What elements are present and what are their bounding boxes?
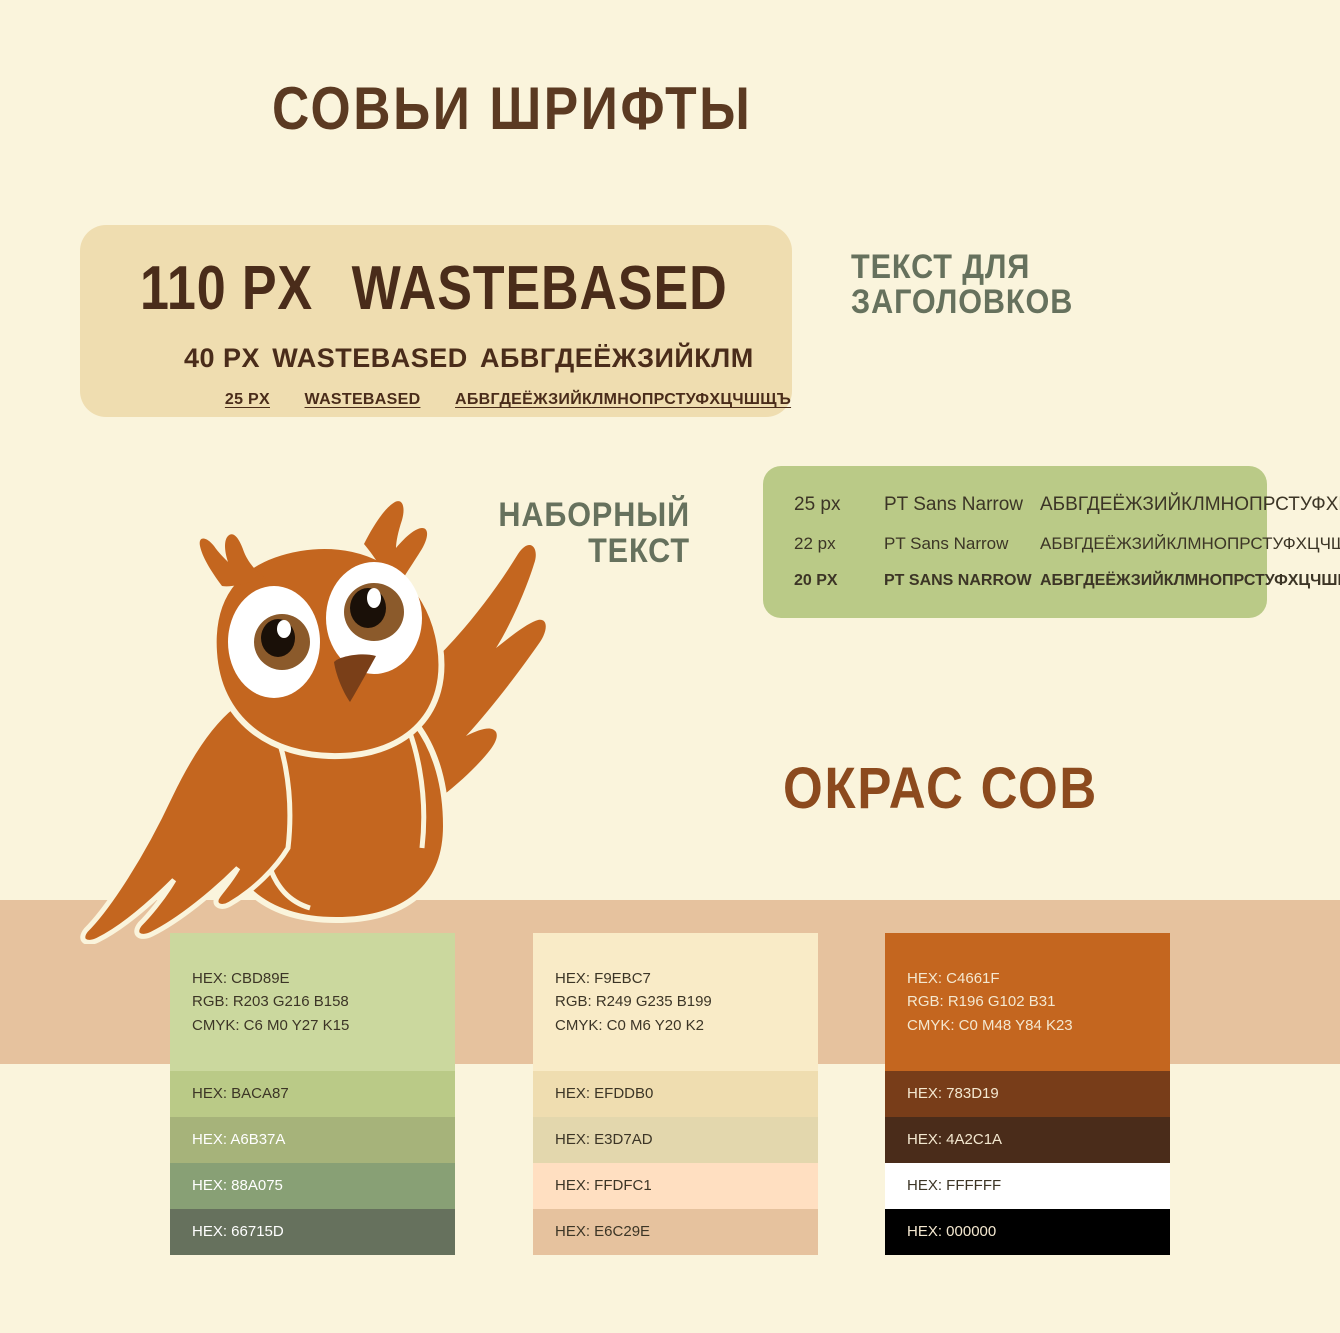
swatch-shade: HEX: FFFFFF <box>885 1163 1170 1209</box>
owl-right-ear-tuft <box>364 501 428 592</box>
body-font-name-22: PT Sans Narrow <box>884 534 1009 553</box>
swatch-hex: HEX: BACA87 <box>192 1085 289 1103</box>
swatch-hex: HEX: E3D7AD <box>555 1131 653 1149</box>
swatch-shade: HEX: EFDDB0 <box>533 1071 818 1117</box>
body-font-name-25: PT Sans Narrow <box>884 494 1024 515</box>
swatch-shade: HEX: 88A075 <box>170 1163 455 1209</box>
palette-column-cream: HEX: F9EBC7 RGB: R249 G235 B199 CMYK: C0… <box>533 933 818 1255</box>
palette-column-green: HEX: CBD89E RGB: R203 G216 B158 CMYK: C6… <box>170 933 455 1255</box>
headline-caption-line1: ТЕКСТ ДЛЯ <box>851 248 1031 286</box>
body-caption-line1: НАБОРНЫЙ <box>498 496 690 534</box>
body-font-alphabet-20: АБВГДЕЁЖЗИЙКЛМНОПРСТУФХЦЧШЩЪЫЭЮ <box>1040 572 1340 589</box>
swatch-hex: HEX: 000000 <box>907 1223 997 1241</box>
owl-left-wing <box>80 691 293 944</box>
display-font-name-25: WASTEBASED <box>304 391 421 408</box>
swatch-hex: HEX: FFDFC1 <box>555 1177 652 1195</box>
swatch-hex: HEX: E6C29E <box>555 1223 651 1241</box>
body-font-name-20: PT SANS NARROW <box>884 572 1032 589</box>
display-font-panel: 110 PX WASTEBASED 40 PX WASTEBASED АБВГД… <box>80 225 792 417</box>
swatch-hex: HEX: 4A2C1A <box>907 1131 1003 1149</box>
swatch-hex: HEX: EFDDB0 <box>555 1085 654 1103</box>
swatch-hex: HEX: 88A075 <box>192 1177 283 1195</box>
swatch-shade: HEX: FFDFC1 <box>533 1163 818 1209</box>
body-text-caption: НАБОРНЫЙ ТЕКСТ <box>447 496 690 570</box>
display-font-size-25: 25 PX <box>224 391 270 408</box>
swatch-cmyk: CMYK: C0 M6 Y20 K2 <box>555 1016 704 1034</box>
swatch-shade: HEX: BACA87 <box>170 1071 455 1117</box>
swatch-hex: HEX: F9EBC7 <box>555 970 651 988</box>
headline-caption: ТЕКСТ ДЛЯ ЗАГОЛОВКОВ <box>851 248 1074 322</box>
swatch-shade: HEX: 000000 <box>885 1209 1170 1255</box>
swatch-main: HEX: CBD89E RGB: R203 G216 B158 CMYK: C6… <box>170 933 455 1071</box>
display-font-row-25: 25 PX WASTEBASED АБВГДЕЁЖЗИЙКЛМНОПРСТУФХ… <box>80 391 792 409</box>
swatch-rgb: RGB: R196 G102 B31 <box>907 993 1056 1011</box>
display-font-size-110: 110 PX <box>140 254 314 323</box>
display-font-row-40: 40 PX WASTEBASED АБВГДЕЁЖЗИЙКЛМ <box>80 343 754 374</box>
display-font-name-40: WASTEBASED <box>272 343 468 373</box>
swatch-hex: HEX: 783D19 <box>907 1085 999 1103</box>
swatch-shade: HEX: 66715D <box>170 1209 455 1255</box>
color-palette: HEX: CBD89E RGB: R203 G216 B158 CMYK: C6… <box>0 933 1340 1255</box>
swatch-hex: HEX: CBD89E <box>192 970 290 988</box>
display-font-name-110: WASTEBASED <box>351 254 728 323</box>
swatch-shade: HEX: A6B37A <box>170 1117 455 1163</box>
owl-left-ear-tuft <box>199 534 266 587</box>
swatch-rgb: RGB: R203 G216 B158 <box>192 993 349 1011</box>
body-font-row-20: 20 PX PT SANS NARROW АБВГДЕЁЖЗИЙКЛМНОПРС… <box>794 572 1340 590</box>
swatch-hex: HEX: C4661F <box>907 970 1000 988</box>
palette-column-brown: HEX: C4661F RGB: R196 G102 B31 CMYK: C0 … <box>885 933 1170 1255</box>
body-font-row-22: 22 px PT Sans Narrow АБВГДЕЁЖЗИЙКЛМНОПРС… <box>794 534 1340 554</box>
display-font-row-110: 110 PX WASTEBASED <box>140 253 728 324</box>
palette-section-title: ОКРАС СОВ <box>783 756 1099 821</box>
body-font-alphabet-25: АБВГДЕЁЖЗИЙКЛМНОПРСТУФХЦЧШЩ <box>1040 494 1340 515</box>
swatch-shade: HEX: 783D19 <box>885 1071 1170 1117</box>
display-font-alphabet-40: АБВГДЕЁЖЗИЙКЛМ <box>480 343 754 373</box>
swatch-main: HEX: C4661F RGB: R196 G102 B31 CMYK: C0 … <box>885 933 1170 1071</box>
owl-left-eye-highlight <box>277 620 291 638</box>
page-title: СОВЬИ ШРИФТЫ <box>272 75 753 142</box>
body-font-panel: 25 px PT Sans Narrow АБВГДЕЁЖЗИЙКЛМНОПРС… <box>763 466 1340 618</box>
owl-illustration <box>78 496 578 944</box>
swatch-cmyk: CMYK: C6 M0 Y27 K15 <box>192 1016 350 1034</box>
swatch-main: HEX: F9EBC7 RGB: R249 G235 B199 CMYK: C0… <box>533 933 818 1071</box>
swatch-hex: HEX: 66715D <box>192 1223 284 1241</box>
swatch-shade: HEX: E6C29E <box>533 1209 818 1255</box>
swatch-rgb: RGB: R249 G235 B199 <box>555 993 712 1011</box>
swatch-hex: HEX: A6B37A <box>192 1131 286 1149</box>
body-font-size-22: 22 px <box>794 534 836 553</box>
display-font-alphabet-25: АБВГДЕЁЖЗИЙКЛМНОПРСТУФХЦЧШЩЪ <box>455 391 792 408</box>
owl-beak <box>334 654 376 702</box>
body-font-size-20: 20 PX <box>794 572 838 589</box>
body-font-row-25: 25 px PT Sans Narrow АБВГДЕЁЖЗИЙКЛМНОПРС… <box>794 494 1340 516</box>
swatch-shade: HEX: 4A2C1A <box>885 1117 1170 1163</box>
swatch-hex: HEX: FFFFFF <box>907 1177 1002 1195</box>
body-font-size-25: 25 px <box>794 494 841 515</box>
owl-right-eye-highlight <box>367 588 381 608</box>
swatch-cmyk: CMYK: C0 M48 Y84 K23 <box>907 1016 1073 1034</box>
display-font-size-40: 40 PX <box>183 343 260 373</box>
body-caption-line2: ТЕКСТ <box>588 531 690 570</box>
headline-caption-line2: ЗАГОЛОВКОВ <box>851 283 1074 322</box>
swatch-shade: HEX: E3D7AD <box>533 1117 818 1163</box>
body-font-alphabet-22: АБВГДЕЁЖЗИЙКЛМНОПРСТУФХЦЧШЩЪЫЬЭ <box>1040 534 1340 553</box>
